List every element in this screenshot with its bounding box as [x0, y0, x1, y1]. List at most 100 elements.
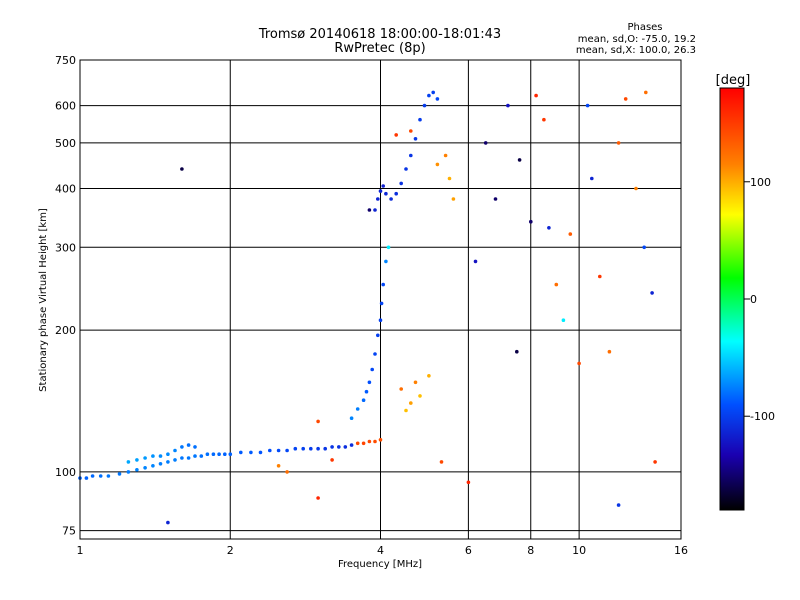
- data-point: [173, 448, 177, 453]
- data-point: [506, 103, 510, 108]
- grid-lines: [79, 59, 682, 539]
- data-point: [309, 446, 313, 451]
- x-tick-label: 1: [77, 544, 84, 557]
- data-point: [316, 496, 320, 500]
- data-point: [373, 439, 377, 444]
- data-point: [389, 197, 393, 201]
- data-point: [337, 445, 341, 449]
- data-point: [451, 197, 456, 201]
- data-point: [542, 117, 546, 122]
- data-point: [443, 153, 448, 158]
- data-point: [378, 189, 383, 193]
- data-point: [650, 291, 654, 295]
- data-point: [193, 454, 197, 458]
- plot-frame: [79, 59, 682, 540]
- data-point: [349, 443, 354, 447]
- data-point: [316, 419, 320, 424]
- data-point: [135, 458, 139, 462]
- data-point: [367, 380, 372, 385]
- data-point: [98, 474, 103, 478]
- data-point: [634, 186, 638, 191]
- data-point: [483, 141, 488, 145]
- data-point: [370, 367, 375, 372]
- data-point: [355, 441, 360, 446]
- data-point: [585, 103, 590, 108]
- x-tick-label: 10: [572, 544, 586, 557]
- data-point: [568, 232, 573, 236]
- data-point: [173, 458, 177, 462]
- data-point: [413, 137, 418, 141]
- data-point: [381, 282, 386, 287]
- x-axis-label: Frequency [MHz]: [338, 559, 422, 570]
- data-point: [409, 401, 413, 405]
- data-point: [418, 117, 422, 122]
- colorbar-tick-label: 0: [750, 293, 757, 306]
- data-point: [435, 162, 440, 167]
- data-point: [431, 90, 436, 95]
- data-point: [180, 445, 184, 449]
- data-point: [180, 167, 184, 171]
- data-point: [117, 472, 122, 476]
- data-point: [330, 458, 334, 462]
- data-point: [205, 452, 210, 457]
- data-point: [529, 219, 533, 224]
- colorbar-tick-label: -100: [750, 410, 775, 423]
- data-point: [143, 466, 147, 470]
- data-point: [642, 245, 646, 250]
- chart-subtitle: RwPretec (8p): [334, 41, 425, 56]
- data-point: [180, 456, 184, 460]
- data-point: [126, 460, 131, 464]
- data-point: [378, 438, 383, 442]
- data-point: [435, 97, 440, 101]
- data-point: [84, 476, 89, 480]
- y-tick-label: 500: [55, 137, 76, 150]
- y-tick-label: 75: [62, 525, 76, 538]
- data-point: [447, 176, 452, 181]
- colorbar-tick-label: 100: [750, 176, 771, 189]
- data-point: [616, 503, 621, 507]
- x-tick-label: 6: [465, 544, 472, 557]
- data-point: [361, 441, 366, 446]
- data-point: [394, 133, 399, 137]
- colorbar-label: [deg]: [716, 73, 751, 88]
- data-point: [404, 408, 408, 413]
- data-point: [623, 97, 628, 101]
- data-point: [285, 448, 289, 453]
- y-tick-label: 750: [55, 54, 76, 67]
- data-point: [361, 398, 366, 403]
- data-point: [367, 439, 372, 444]
- data-point: [316, 446, 320, 451]
- phase-box-line-x: mean, sd,X: 100.0, 26.3: [576, 45, 696, 56]
- data-point: [409, 153, 413, 158]
- phase-box-line-o: mean, sd,O: -75.0, 19.2: [578, 34, 696, 45]
- data-point: [285, 470, 289, 474]
- data-point: [394, 191, 399, 196]
- data-point: [276, 464, 281, 468]
- chart-title: Tromsø 20140618 18:00:00-18:01:43: [258, 27, 501, 42]
- data-point: [276, 448, 281, 453]
- data-point: [399, 387, 404, 391]
- data-point: [186, 443, 191, 447]
- data-point: [616, 141, 621, 145]
- data-point: [239, 450, 243, 455]
- data-point: [373, 208, 377, 212]
- y-tick-label: 100: [55, 466, 76, 479]
- data-point: [367, 208, 372, 212]
- data-point: [158, 462, 163, 466]
- data-point: [217, 452, 221, 457]
- data-point: [355, 407, 360, 411]
- data-point: [373, 352, 377, 356]
- data-point: [193, 445, 197, 449]
- data-point: [384, 259, 388, 264]
- y-tick-label: 300: [55, 241, 76, 254]
- data-point: [379, 301, 384, 306]
- data-point: [301, 446, 306, 451]
- data-point: [158, 454, 163, 458]
- data-point: [561, 318, 566, 323]
- data-point: [106, 474, 111, 478]
- y-axis-label: Stationary phase Virtual Height [km]: [38, 208, 49, 392]
- data-point: [323, 446, 328, 451]
- data-point: [384, 191, 388, 196]
- data-point: [151, 454, 155, 458]
- data-point: [598, 274, 602, 279]
